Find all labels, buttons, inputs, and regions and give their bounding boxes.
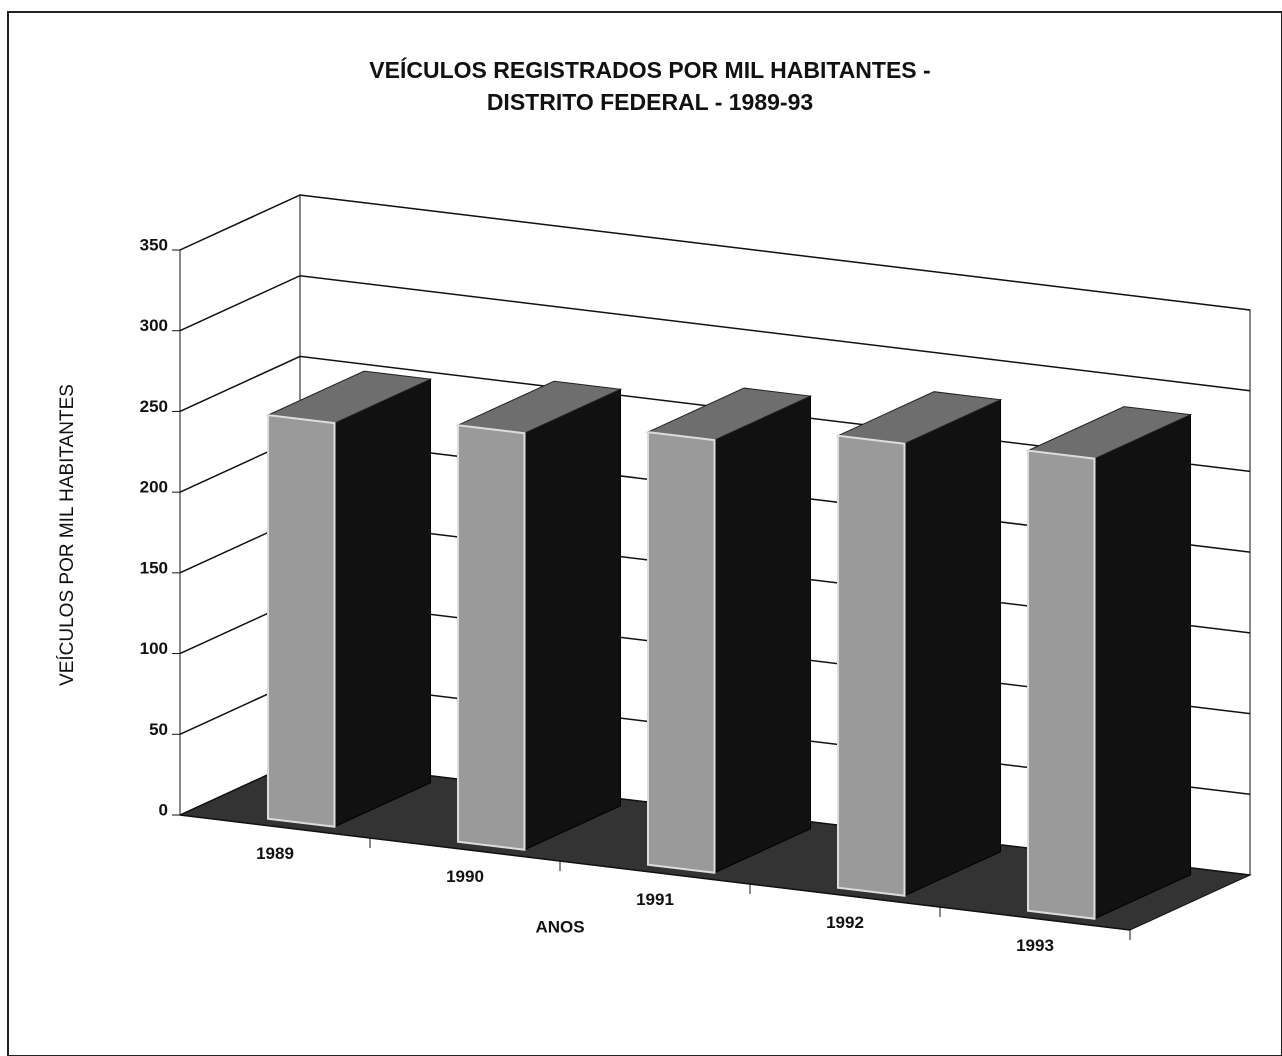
y-tick-label: 100 bbox=[140, 639, 168, 658]
x-tick-label: 1990 bbox=[446, 867, 484, 886]
y-tick-label: 350 bbox=[140, 235, 168, 254]
bar-side bbox=[714, 395, 811, 874]
y-tick-label: 250 bbox=[140, 397, 168, 416]
x-tick-label: 1993 bbox=[1016, 936, 1054, 955]
bar-side bbox=[334, 378, 431, 828]
chart-subtitle: DISTRITO FEDERAL - 1989-93 bbox=[487, 89, 813, 115]
y-tick-label: 50 bbox=[149, 720, 168, 739]
grid-line bbox=[179, 274, 1251, 392]
y-axis-label: VEÍCULOS POR MIL HABITANTES bbox=[57, 384, 78, 686]
y-tick-label: 150 bbox=[140, 558, 168, 577]
y-tick-label: 300 bbox=[140, 316, 168, 335]
grid-line bbox=[179, 194, 1251, 311]
x-tick-label: 1992 bbox=[826, 913, 864, 932]
y-tick-label: 200 bbox=[140, 478, 168, 497]
bar-front bbox=[267, 414, 336, 828]
bar-front bbox=[457, 424, 526, 851]
chart-title: VEÍCULOS REGISTRADOS POR MIL HABITANTES … bbox=[369, 56, 930, 83]
y-tick-label: 0 bbox=[159, 800, 168, 819]
x-axis-label: ANOS bbox=[535, 917, 584, 936]
x-tick-label: 1989 bbox=[256, 844, 294, 863]
bar-side bbox=[1094, 413, 1191, 920]
bar-side bbox=[904, 398, 1001, 897]
x-axis bbox=[179, 814, 1131, 931]
bar-side bbox=[524, 388, 621, 851]
x-tick-label: 1991 bbox=[636, 890, 674, 909]
bar-front bbox=[647, 430, 716, 874]
frame bbox=[7, 11, 1282, 1056]
bar-front bbox=[1027, 449, 1096, 920]
bar-front bbox=[837, 434, 906, 897]
